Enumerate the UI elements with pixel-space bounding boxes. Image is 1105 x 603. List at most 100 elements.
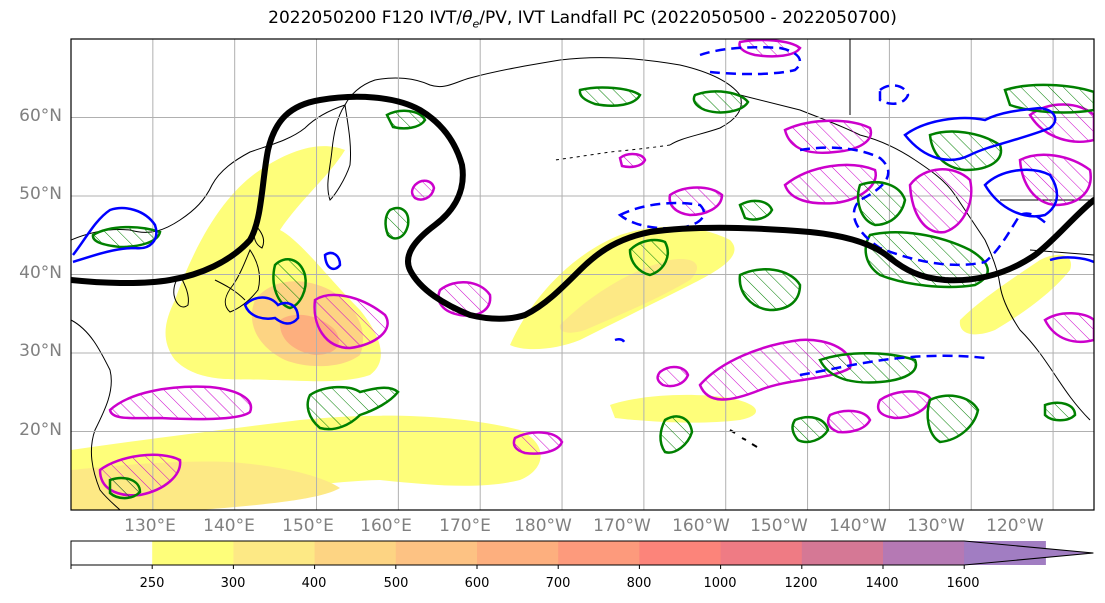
ivt-region-southeast: [610, 394, 757, 423]
colorbar-label-1000: 1000: [703, 576, 737, 591]
map-frame: [70, 38, 1095, 511]
pv-negative-contour: [108, 476, 142, 500]
ivt-landfall-pc-contour: [71, 93, 1094, 322]
pv-negative-contour: [578, 86, 642, 107]
pv-positive-contour: [1018, 153, 1092, 207]
pv-positive-contour: [618, 152, 647, 169]
pv-negative-contour: [856, 181, 907, 227]
lon-label-130w: 130°W: [907, 516, 965, 536]
lon-label-170w: 170°W: [593, 516, 651, 536]
theta-e-contour: [243, 296, 300, 325]
pv-negative-contour: [738, 268, 802, 312]
theta-e-contour: [323, 251, 342, 271]
lat-label-30n: 30°N: [19, 341, 62, 361]
pv-negative-contour: [692, 90, 750, 114]
colorbar-extend-arrow: [964, 541, 1094, 565]
lon-label-140e: 140°E: [203, 516, 255, 536]
pv-positive-contour: [313, 293, 389, 350]
ivt-shading: [71, 146, 1071, 510]
pv-positive-contour: [1043, 312, 1094, 344]
pv-negative-contour: [738, 199, 774, 221]
pv-positive-contour: [108, 385, 253, 421]
title-suffix: /PV, IVT Landfall PC (2022050500 - 20220…: [479, 8, 897, 28]
korea-coast: [173, 274, 189, 308]
lon-label-160e: 160°E: [360, 516, 412, 536]
pv-negative-contour: [864, 231, 989, 289]
lat-label-40n: 40°N: [19, 263, 62, 283]
colorbar-segment: [477, 541, 559, 565]
theta-e-contours: [72, 106, 1094, 325]
lon-label-120w: 120°W: [986, 516, 1044, 536]
colorbar-outline: [70, 540, 1094, 566]
pv-negative-contour: [1043, 401, 1077, 422]
pv-negative-contour: [926, 394, 980, 444]
colorbar-label-250: 250: [139, 576, 165, 591]
lon-label-170e: 170°E: [439, 516, 491, 536]
theta-e-dashed-contour: [878, 84, 910, 105]
colorbar-segment: [639, 541, 722, 565]
colorbar-segment: [883, 541, 965, 565]
lon-label-150e: 150°E: [282, 516, 334, 536]
pv-negative-contour: [385, 109, 427, 130]
theta-e-dashed-contour: [614, 337, 627, 346]
colorbar-label-1600: 1600: [946, 576, 980, 591]
lat-label-20n: 20°N: [19, 420, 62, 440]
colorbar-label-300: 300: [220, 576, 246, 591]
pv-negative-contour: [1003, 83, 1094, 114]
pv-negative-contour: [659, 415, 694, 454]
theta-e-contour: [72, 206, 158, 264]
colorbar-label-700: 700: [545, 576, 571, 591]
theta-e-contour: [983, 168, 1059, 218]
pv-negative-contour: [791, 416, 830, 444]
lon-label-160w: 160°W: [672, 516, 730, 536]
pv-contours-positive: [98, 39, 1094, 497]
title-theta: θ: [462, 8, 473, 28]
lon-label-150w: 150°W: [750, 516, 808, 536]
theta-e-dashed-contour: [699, 46, 802, 76]
asia-coast: [71, 59, 561, 510]
title-theta-subscript: e: [472, 17, 480, 31]
pv-positive-contour: [512, 431, 564, 455]
pv-negative-contour: [818, 352, 918, 384]
pv-negative-contour: [306, 385, 400, 431]
pv-positive-contour: [668, 186, 724, 217]
colorbar-segment: [233, 541, 316, 565]
lat-label-60n: 60°N: [19, 106, 62, 126]
colorbar-label-600: 600: [464, 576, 490, 591]
colorbar-label-400: 400: [301, 576, 327, 591]
pv-negative-contour: [628, 238, 669, 277]
colorbar-segment: [720, 541, 803, 565]
colorbar-label-1200: 1200: [784, 576, 818, 591]
theta-e-contour: [903, 106, 1057, 162]
colorbar-segment: [152, 541, 234, 565]
pv-contours-negative: [91, 83, 1094, 500]
kamchatka-coast: [327, 103, 351, 201]
chart-title: 2022050200 F120 IVT/θe/PV, IVT Landfall …: [0, 8, 1105, 30]
pv-positive-contour: [656, 365, 690, 388]
colorbar-label-500: 500: [383, 576, 409, 591]
colorbar-segment: [71, 541, 153, 565]
lon-label-180w: 180°W: [514, 516, 572, 536]
pv-negative-contour: [272, 258, 307, 310]
ivt-region-central-core: [559, 259, 698, 333]
colorbar: [70, 540, 1094, 569]
pv-positive-contour: [876, 390, 932, 420]
colorbar-label-1400: 1400: [865, 576, 899, 591]
colorbar-label-800: 800: [626, 576, 652, 591]
pv-positive-contour: [783, 119, 873, 154]
pv-negative-contour: [384, 206, 410, 240]
lat-label-50n: 50°N: [19, 184, 62, 204]
pv-positive-contour: [908, 168, 973, 234]
title-prefix: 2022050200 F120 IVT/: [268, 8, 463, 28]
colorbar-segment: [558, 541, 640, 565]
theta-e-dashed-contour: [799, 354, 986, 377]
colorbar-segment: [395, 541, 478, 565]
colorbar-segment: [801, 541, 884, 565]
pv-positive-contour: [410, 179, 436, 201]
gridlines: [71, 39, 1094, 510]
theta-e-contour: [1049, 256, 1094, 264]
lon-label-140w: 140°W: [829, 516, 887, 536]
pv-negative-contour: [91, 225, 162, 249]
colorbar-segment: [314, 541, 397, 565]
